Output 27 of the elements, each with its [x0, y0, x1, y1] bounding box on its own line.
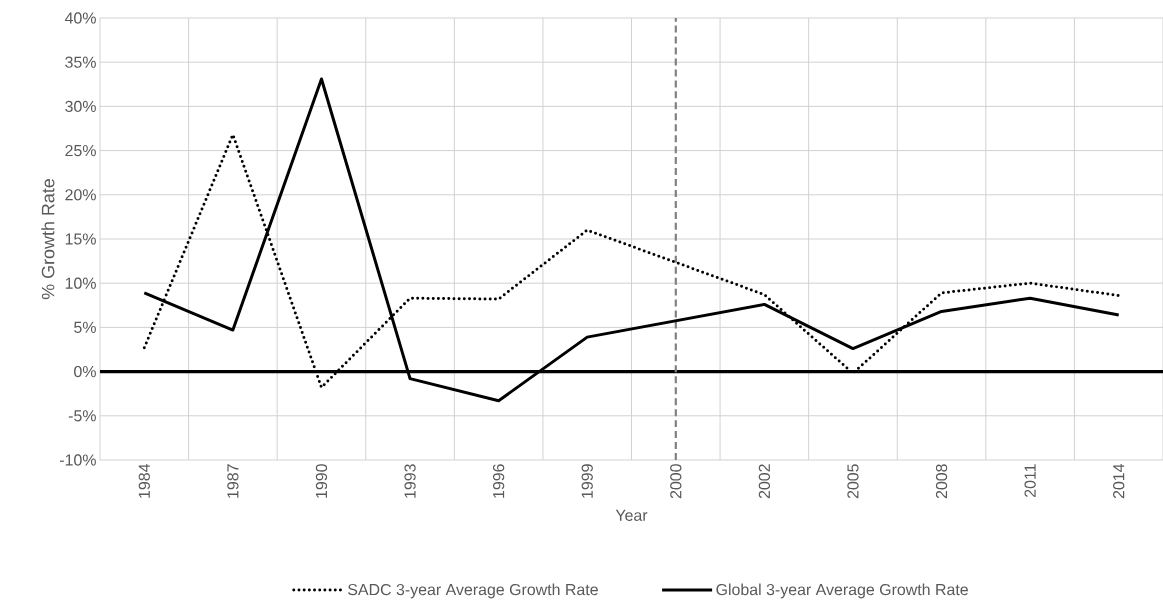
y-tick-label: 35% — [65, 56, 96, 68]
x-tick-label: 1996 — [492, 464, 505, 498]
y-tick-label: 5% — [74, 321, 96, 333]
x-axis-title: Year — [615, 509, 648, 521]
y-tick-label: -5% — [68, 410, 96, 422]
y-tick-label: 0% — [74, 365, 96, 378]
x-tick-label: 2011 — [1024, 464, 1036, 497]
x-tick-label: 1987 — [227, 464, 239, 498]
y-tick-label: 10% — [65, 277, 96, 289]
y-tick-label: 30% — [65, 100, 96, 113]
x-tick-label: 2002 — [758, 464, 771, 499]
y-tick-label: 15% — [65, 233, 96, 245]
y-tick-label: -10% — [59, 454, 96, 466]
x-tick-label: 1984 — [138, 463, 150, 498]
legend-label: Global 3-year Average Growth Rate — [716, 583, 968, 599]
y-axis-title: % Growth Rate — [41, 179, 55, 300]
y-tick-label: 20% — [65, 189, 96, 201]
x-tick-label: 1999 — [581, 464, 593, 498]
x-tick-label: 2008 — [935, 464, 948, 499]
x-tick-label: 1993 — [404, 464, 416, 498]
x-tick-label: 2000 — [670, 464, 682, 499]
x-tick-label: 2005 — [847, 464, 859, 499]
y-tick-label: 25% — [65, 144, 96, 157]
legend-label: SADC 3-year Average Growth Rate — [348, 583, 598, 599]
y-tick-label: 40% — [64, 12, 96, 24]
x-tick-label: 1990 — [315, 464, 328, 498]
x-tick-label: 2014 — [1113, 463, 1125, 499]
